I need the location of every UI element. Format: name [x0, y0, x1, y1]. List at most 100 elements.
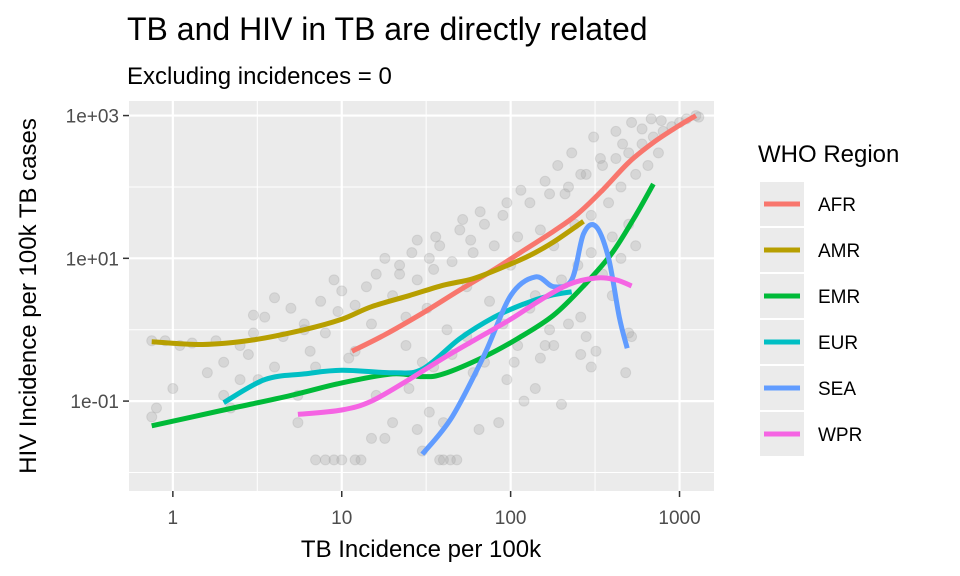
x-axis: 1 10 100 1000: [168, 491, 701, 529]
scatter-point: [315, 295, 327, 307]
legend-item-emr: EMR: [760, 274, 860, 318]
scatter-point: [269, 361, 281, 373]
scatter-point: [484, 295, 496, 307]
scatter-point: [467, 247, 479, 259]
scatter-point: [285, 302, 297, 314]
legend-item-wpr: WPR: [760, 412, 862, 456]
scatter-point: [562, 181, 574, 193]
legend: WHO Region AFR AMR EMR EUR SEA WPR: [758, 141, 899, 456]
scatter-point: [201, 367, 213, 379]
scatter-point: [379, 252, 391, 264]
x-tick-label: 100: [495, 508, 527, 529]
scatter-point: [242, 348, 254, 360]
legend-item-sea: SEA: [760, 366, 856, 410]
legend-label: EUR: [818, 333, 858, 354]
scatter-point: [597, 159, 609, 171]
scatter-point: [655, 115, 667, 127]
scatter-point: [304, 345, 316, 357]
scatter-point: [555, 398, 567, 410]
scatter-point: [562, 318, 574, 330]
scatter-point: [167, 383, 179, 395]
y-axis: 1e-01 1e+01 1e+03: [66, 107, 129, 413]
scatter-point: [544, 188, 556, 200]
scatter-point: [515, 184, 527, 196]
legend-label: SEA: [818, 379, 856, 400]
scatter-point: [606, 231, 618, 243]
scatter-point: [411, 274, 423, 286]
scatter-point: [566, 147, 578, 159]
legend-label: WPR: [818, 425, 862, 446]
scatter-point: [465, 234, 477, 246]
legend-label: AFR: [818, 195, 856, 216]
series-line-afr: [350, 113, 698, 354]
scatter-point: [269, 292, 281, 304]
scatter-point: [332, 305, 344, 317]
scatter-point: [615, 252, 627, 264]
scatter-point: [336, 454, 348, 466]
scatter-point: [585, 209, 597, 221]
scatter-point: [423, 406, 435, 418]
scatter-point: [588, 131, 600, 143]
scatter-point: [454, 224, 466, 236]
scatter-point: [539, 340, 551, 352]
scatter-point: [365, 318, 377, 330]
scatter-point: [518, 395, 530, 407]
scatter-point: [403, 383, 415, 395]
scatter-point: [292, 417, 304, 429]
scatter-point: [434, 454, 446, 466]
scatter-point: [434, 240, 446, 252]
y-tick-label: 1e+01: [66, 249, 119, 270]
scatter-point: [457, 213, 469, 225]
scatter-point: [310, 454, 322, 466]
scatter-point: [645, 113, 657, 125]
scatter-point: [428, 263, 440, 275]
scatter-point: [620, 367, 632, 379]
scatter-point: [544, 324, 556, 336]
scatter-point: [539, 175, 551, 187]
scatter-point: [451, 454, 463, 466]
scatter-point: [355, 454, 367, 466]
legend-label: AMR: [818, 241, 860, 262]
scatter-point: [394, 268, 406, 280]
scatter-point: [319, 454, 331, 466]
scatter-point: [478, 218, 490, 230]
scatter-point: [575, 168, 587, 180]
grid-minor: [129, 101, 714, 491]
scatter-point: [349, 454, 361, 466]
chart-subtitle: Excluding incidences = 0: [127, 63, 392, 90]
scatter-point: [446, 256, 458, 268]
legend-items: AFR AMR EMR EUR SEA WPR: [760, 182, 862, 456]
smooth-lines: [151, 113, 698, 456]
scatter-point: [444, 454, 456, 466]
legend-title: WHO Region: [758, 141, 899, 168]
scatter-point: [411, 423, 423, 435]
scatter-point: [349, 299, 361, 311]
chart-title: TB and HIV in TB are directly related: [127, 11, 648, 47]
scatter-point: [218, 356, 230, 368]
scatter-point: [626, 331, 638, 343]
scatter-point: [529, 383, 541, 395]
scatter-point: [501, 197, 513, 209]
scatter-point: [552, 159, 564, 171]
scatter-point: [406, 247, 418, 259]
scatter-point: [585, 361, 597, 373]
legend-item-afr: AFR: [760, 182, 856, 226]
scatter-point: [319, 327, 331, 339]
scatter-point: [247, 327, 259, 339]
scatter-point: [617, 138, 629, 150]
scatter-point: [473, 423, 485, 435]
scatter-point: [379, 432, 391, 444]
scatter-point: [360, 281, 372, 293]
scatter-point: [343, 352, 355, 364]
scatter-point: [437, 454, 449, 466]
scatter-point: [394, 259, 406, 271]
scatter-point: [370, 268, 382, 280]
scatter-point: [534, 352, 546, 364]
x-tick-label: 1: [168, 508, 179, 529]
scatter-point: [548, 340, 560, 352]
scatter-point: [501, 374, 513, 386]
y-axis-title: HIV Incidence per 100k TB cases: [15, 118, 42, 474]
scatter-point: [146, 411, 158, 423]
scatter-point: [441, 324, 453, 336]
